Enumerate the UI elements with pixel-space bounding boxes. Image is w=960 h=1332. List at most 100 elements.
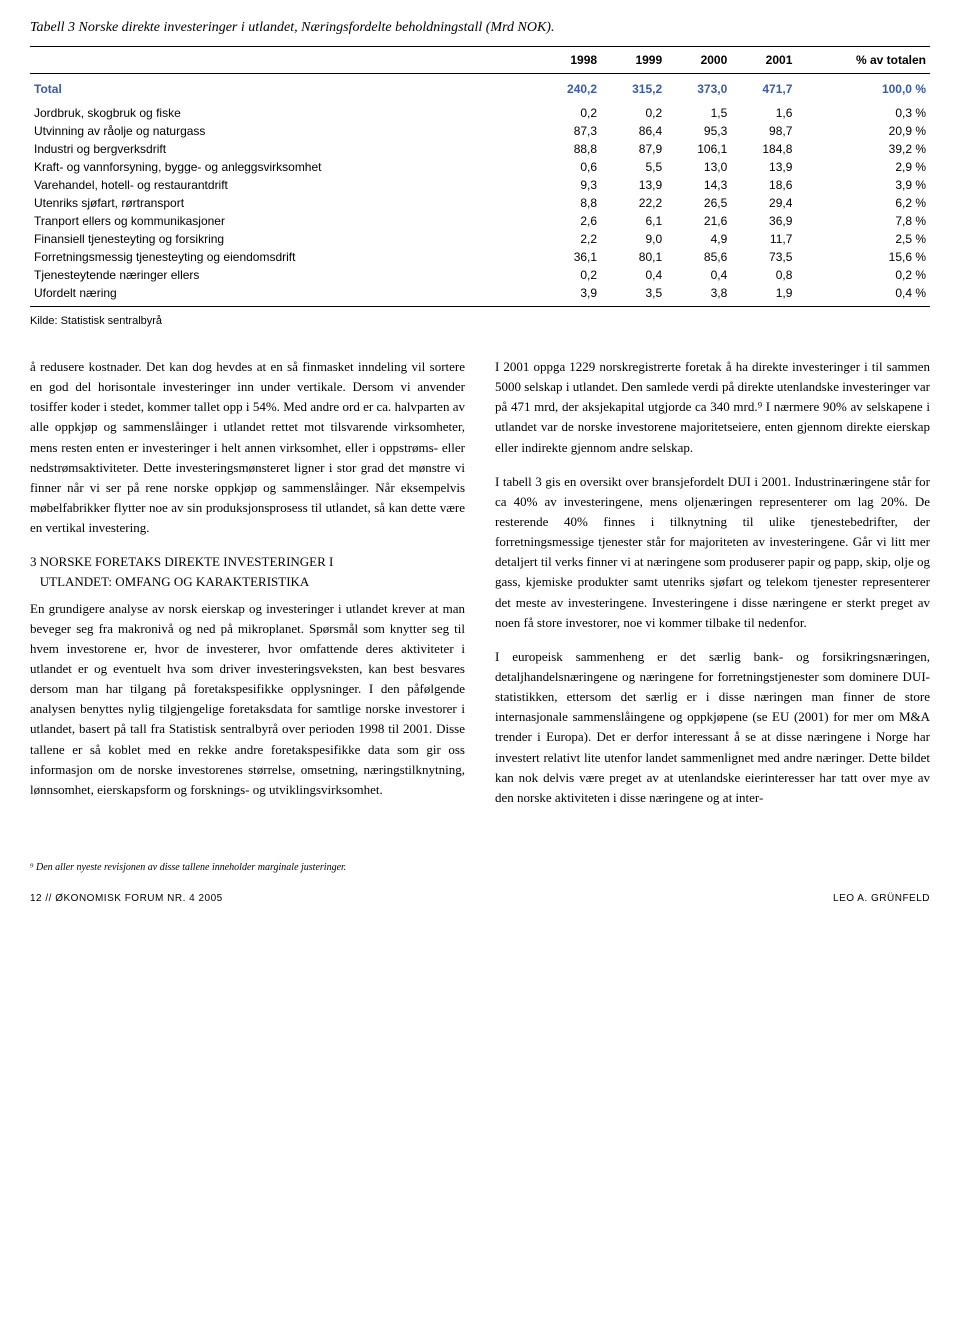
cell: 471,7 (731, 74, 796, 105)
body-columns: å redusere kostnader. Det kan dog hevdes… (30, 357, 930, 822)
table-source: Kilde: Statistisk sentralbyrå (30, 315, 930, 327)
body-paragraph: I 2001 oppga 1229 norskregistrerte foret… (495, 357, 930, 458)
cell: 0,4 (601, 266, 666, 284)
cell: 373,0 (666, 74, 731, 105)
investment-table: 1998 1999 2000 2001 % av totalen Total 2… (30, 46, 930, 307)
table-row: Utvinning av råolje og naturgass87,386,4… (30, 122, 930, 140)
cell: 88,8 (536, 140, 601, 158)
cell: Jordbruk, skogbruk og fiske (30, 104, 536, 122)
table-total-row: Total 240,2 315,2 373,0 471,7 100,0 % (30, 74, 930, 105)
cell: 36,1 (536, 248, 601, 266)
col-header (30, 47, 536, 74)
cell: 13,0 (666, 158, 731, 176)
cell: 0,2 % (796, 266, 930, 284)
table-row: Finansiell tjenesteyting og forsikring2,… (30, 230, 930, 248)
cell: 4,9 (666, 230, 731, 248)
cell: 0,4 % (796, 284, 930, 307)
cell: 22,2 (601, 194, 666, 212)
cell: Ufordelt næring (30, 284, 536, 307)
cell: Forretningsmessig tjenesteyting og eiend… (30, 248, 536, 266)
cell: Varehandel, hotell- og restaurantdrift (30, 176, 536, 194)
table-row: Jordbruk, skogbruk og fiske0,20,21,51,60… (30, 104, 930, 122)
table-row: Forretningsmessig tjenesteyting og eiend… (30, 248, 930, 266)
cell: 13,9 (601, 176, 666, 194)
cell: 1,5 (666, 104, 731, 122)
right-column: I 2001 oppga 1229 norskregistrerte foret… (495, 357, 930, 822)
cell: 73,5 (731, 248, 796, 266)
cell: 9,3 (536, 176, 601, 194)
cell: 8,8 (536, 194, 601, 212)
col-header: 1999 (601, 47, 666, 74)
table-row: Kraft- og vannforsyning, bygge- og anleg… (30, 158, 930, 176)
cell: 39,2 % (796, 140, 930, 158)
cell: 85,6 (666, 248, 731, 266)
left-column: å redusere kostnader. Det kan dog hevdes… (30, 357, 465, 822)
table-row: Industri og bergverksdrift88,887,9106,11… (30, 140, 930, 158)
cell: 184,8 (731, 140, 796, 158)
cell: 1,6 (731, 104, 796, 122)
table-title: Tabell 3 Norske direkte investeringer i … (30, 20, 930, 36)
cell: Tranport ellers og kommunikasjoner (30, 212, 536, 230)
cell: Tjenesteytende næringer ellers (30, 266, 536, 284)
cell: 20,9 % (796, 122, 930, 140)
heading-text: UTLANDET: OMFANG OG KARAKTERISTIKA (40, 574, 310, 589)
cell: Total (30, 74, 536, 105)
cell: 0,6 (536, 158, 601, 176)
cell: Kraft- og vannforsyning, bygge- og anleg… (30, 158, 536, 176)
cell: 3,9 % (796, 176, 930, 194)
footnote: ⁹ Den aller nyeste revisjonen av disse t… (30, 862, 930, 873)
cell: 80,1 (601, 248, 666, 266)
table-row: Utenriks sjøfart, rørtransport8,822,226,… (30, 194, 930, 212)
cell: 7,8 % (796, 212, 930, 230)
cell: 315,2 (601, 74, 666, 105)
cell: 0,8 (731, 266, 796, 284)
footer-right: LEO A. GRÜNFELD (833, 893, 930, 904)
cell: 13,9 (731, 158, 796, 176)
cell: 15,6 % (796, 248, 930, 266)
cell: 3,5 (601, 284, 666, 307)
footer-left: 12 // ØKONOMISK FORUM NR. 4 2005 (30, 893, 223, 904)
cell: 3,8 (666, 284, 731, 307)
table-row: Varehandel, hotell- og restaurantdrift9,… (30, 176, 930, 194)
cell: 87,9 (601, 140, 666, 158)
table-row: Tjenesteytende næringer ellers0,20,40,40… (30, 266, 930, 284)
col-header: 2000 (666, 47, 731, 74)
heading-number: 3 (30, 554, 37, 569)
cell: Utvinning av råolje og naturgass (30, 122, 536, 140)
cell: 14,3 (666, 176, 731, 194)
cell: 36,9 (731, 212, 796, 230)
cell: 26,5 (666, 194, 731, 212)
cell: 29,4 (731, 194, 796, 212)
cell: 87,3 (536, 122, 601, 140)
body-paragraph: I europeisk sammenheng er det særlig ban… (495, 647, 930, 808)
cell: 0,2 (601, 104, 666, 122)
cell: 21,6 (666, 212, 731, 230)
cell: 11,7 (731, 230, 796, 248)
cell: 2,9 % (796, 158, 930, 176)
cell: 240,2 (536, 74, 601, 105)
body-paragraph: En grundigere analyse av norsk eierskap … (30, 599, 465, 800)
cell: 86,4 (601, 122, 666, 140)
cell: 0,3 % (796, 104, 930, 122)
col-header: 2001 (731, 47, 796, 74)
cell: Utenriks sjøfart, rørtransport (30, 194, 536, 212)
cell: 6,1 (601, 212, 666, 230)
table-header-row: 1998 1999 2000 2001 % av totalen (30, 47, 930, 74)
section-heading: 3 NORSKE FORETAKS DIREKTE INVESTERINGER … (30, 552, 465, 592)
cell: 5,5 (601, 158, 666, 176)
cell: 95,3 (666, 122, 731, 140)
table-row: Tranport ellers og kommunikasjoner2,66,1… (30, 212, 930, 230)
cell: 6,2 % (796, 194, 930, 212)
cell: 2,6 (536, 212, 601, 230)
cell: 0,2 (536, 104, 601, 122)
cell: 0,2 (536, 266, 601, 284)
body-paragraph: å redusere kostnader. Det kan dog hevdes… (30, 357, 465, 538)
heading-text: NORSKE FORETAKS DIREKTE INVESTERINGER I (40, 554, 334, 569)
cell: 3,9 (536, 284, 601, 307)
cell: 106,1 (666, 140, 731, 158)
cell: 1,9 (731, 284, 796, 307)
body-paragraph: I tabell 3 gis en oversikt over bransjef… (495, 472, 930, 633)
col-header: % av totalen (796, 47, 930, 74)
cell: 98,7 (731, 122, 796, 140)
cell: Finansiell tjenesteyting og forsikring (30, 230, 536, 248)
